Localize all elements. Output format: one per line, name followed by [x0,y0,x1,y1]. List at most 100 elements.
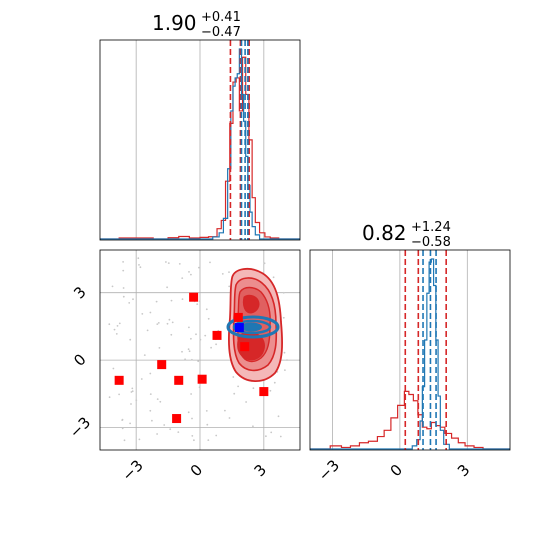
red-square-point [114,375,124,385]
sample-dot [277,415,280,418]
title-param1-value: 1.90 [152,11,197,35]
sample-dot [170,299,173,302]
sample-dot [139,266,142,269]
blue-density-contours [226,315,280,339]
blue-contour-level-3 [240,322,262,332]
sample-dot [131,390,134,393]
sample-dot [188,271,190,273]
sample-dot [188,326,190,329]
red-square-point [172,414,182,424]
sample-dot [198,386,201,389]
sample-dot [193,439,195,442]
red-square-point [197,374,207,384]
sample-dot [143,354,146,356]
sample-dot [270,431,273,434]
sample-dot [190,393,193,395]
sample-dot [232,376,235,378]
sample-dot [190,337,192,340]
sample-dot [199,338,202,341]
sample-dot [156,323,159,325]
sample-dot [178,263,181,265]
sample-dot [157,322,160,324]
x-tick-label: 3 [454,461,473,480]
sample-dot [123,439,126,442]
sample-dot [108,323,111,326]
sample-dot [141,313,144,315]
sample-dot [159,400,162,403]
hist1-series-red [100,56,300,240]
title-param2: 0.82 +1.24 −0.58 [362,220,451,250]
sample-dot [121,419,124,421]
sample-dot [181,350,183,353]
title-param1-minus: −0.47 [201,25,241,40]
blue-square-point [234,323,244,333]
sample-dot [137,257,140,260]
sample-dot [171,321,174,324]
sample-dot [273,381,276,384]
red-squares [114,292,269,424]
blue-square [234,323,244,333]
sample-dot [209,261,211,264]
x-tick-label: −3 [118,456,146,484]
red-square-point [233,312,243,322]
sample-dot [187,411,190,414]
sample-dot [206,423,209,426]
sample-dot [181,298,184,300]
x-tick-label: 3 [251,461,270,480]
sample-dot [138,264,140,266]
sample-dot [128,302,131,304]
sample-dot [221,273,224,275]
sample-dot [282,291,285,294]
red-square-point [240,342,250,352]
sample-dot [197,360,200,363]
sample-dot [215,434,218,437]
sample-dot [118,322,121,325]
sample-dot [245,401,248,403]
sample-dot [252,425,254,428]
grid-param2 [332,250,468,450]
x-tick-label: 0 [387,461,406,480]
sample-dot [272,276,275,279]
sample-dot [207,317,210,320]
sample-dot [188,350,191,353]
sample-dot [158,347,161,349]
sample-dot [224,409,226,412]
sample-dot [122,269,125,272]
histogram-param2 [310,258,510,450]
red-contour-core [242,294,260,314]
sample-dot [181,277,184,279]
sample-dot [121,427,124,430]
sample-dot [207,439,210,441]
sample-dot [228,285,231,288]
sample-dot [122,261,124,263]
blue-contour-level-2 [232,319,272,335]
hist3-series-blue [310,258,510,450]
sample-dot [191,435,194,437]
sample-dot [210,346,213,349]
sample-dot [111,285,114,288]
sample-dot [284,369,286,371]
title-param2-minus: −0.58 [411,235,451,250]
title-param1-plus: +0.41 [201,10,241,25]
x-tick-label: −3 [315,456,343,484]
sample-dot [252,387,255,390]
hist3-series-red [310,390,510,450]
sample-dot [149,393,152,395]
sample-dot [118,393,120,396]
sample-dot [156,433,159,435]
sample-dot [195,333,197,336]
sample-dot [286,359,288,361]
sample-dot [170,333,173,336]
sample-dot [196,303,199,305]
sample-dot [184,358,187,361]
sample-dot [282,316,285,319]
sample-dot [191,358,193,361]
axes-frame-joint [99,249,301,451]
sample-dot [116,325,119,327]
sample-dot [115,333,118,335]
sample-dot [228,417,231,419]
sample-dot [108,396,111,399]
sample-dot [191,417,193,420]
sample-dot [146,329,149,332]
hist1-series-blue [100,48,300,240]
